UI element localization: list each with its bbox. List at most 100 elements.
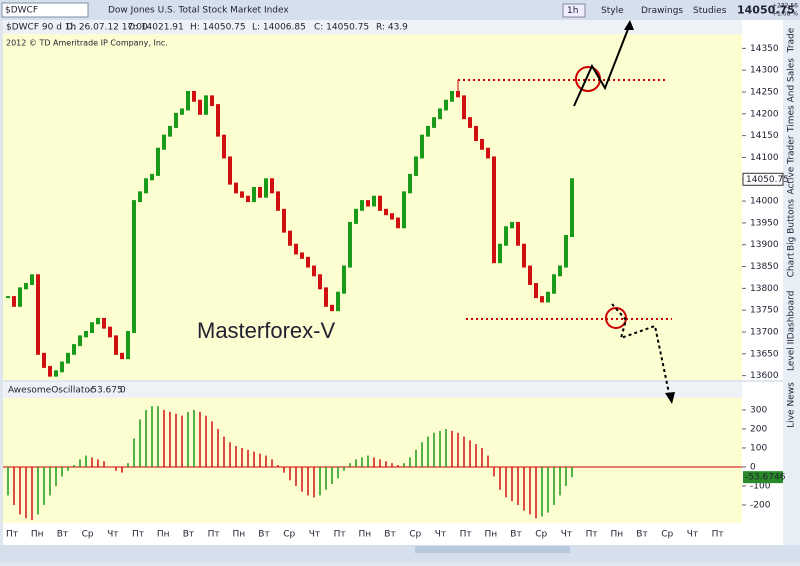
bottom-toolbar (0, 545, 800, 562)
y-tick-label: 14100 (750, 153, 779, 163)
candle (78, 335, 82, 347)
candle (396, 217, 400, 229)
candle (198, 99, 202, 115)
x-tick-label: Пт (586, 530, 598, 540)
y-tick-label: 0 (750, 462, 756, 472)
candle (138, 191, 142, 203)
candle (288, 230, 292, 246)
candle (108, 326, 112, 338)
candle (174, 112, 178, 128)
sidebar-tab[interactable]: Trade (787, 27, 797, 53)
description: Dow Jones U.S. Total Stock Market Index (108, 6, 289, 16)
x-tick-label: Ср (535, 530, 547, 540)
osc-last-box (743, 471, 783, 484)
info-item: O: 14021.91 (128, 23, 184, 33)
candle (204, 95, 208, 115)
last-price-label: 14050.75 (746, 175, 789, 185)
candle (330, 304, 334, 312)
info-item: H: 14050.75 (190, 23, 246, 33)
y-tick-label: 13950 (750, 218, 779, 228)
candle (162, 134, 166, 150)
x-tick-label: Пт (460, 530, 472, 540)
sidebar-tab[interactable]: Big Buttons (787, 199, 797, 251)
candle (462, 95, 466, 120)
x-tick-label: Вт (636, 530, 647, 540)
arrow-down (611, 303, 671, 399)
candle (12, 296, 16, 307)
watermark: Masterforex-V (197, 318, 335, 343)
osc-name: AwesomeOscillator (8, 386, 94, 396)
candle (216, 104, 220, 137)
candle (348, 221, 352, 268)
y-tick-label: 14200 (750, 109, 779, 119)
interval-btn[interactable] (562, 3, 586, 18)
y-tick-label: 13600 (750, 371, 779, 381)
y-tick-label: 100 (750, 443, 767, 453)
x-tick-label: Ср (661, 530, 673, 540)
x-tick-label: Ср (409, 530, 421, 540)
studies-btn[interactable]: Studies (693, 6, 727, 16)
symbol: $DWCF (5, 6, 38, 16)
x-tick-label: Вт (258, 530, 269, 540)
x-tick-label: Чт (435, 530, 446, 540)
candle (102, 317, 106, 329)
candle (180, 108, 184, 115)
candle (342, 265, 346, 294)
sidebar-tab[interactable]: Chart (787, 252, 797, 277)
candle (66, 352, 70, 364)
info-item: R: 43.9 (376, 23, 408, 33)
circle (605, 307, 627, 329)
toolbar (0, 0, 800, 20)
candle (72, 344, 76, 355)
sidebar-tab[interactable]: Dashboard (787, 291, 797, 340)
candle (498, 243, 502, 264)
candle (36, 274, 40, 355)
y-tick-label: 200 (750, 424, 767, 434)
candle (276, 191, 280, 211)
y-tick-label: 14250 (750, 88, 779, 98)
x-tick-label: Пт (6, 530, 18, 540)
candle (282, 208, 286, 233)
sidebar-tab[interactable]: Active Trader (787, 135, 797, 194)
candle (306, 256, 310, 268)
candle (222, 134, 226, 159)
candle (492, 156, 496, 264)
drawings-btn[interactable]: Drawings (641, 6, 683, 16)
info-item: D: 26.07.12 17:00 (66, 23, 148, 33)
osc-value: -53.675 (88, 386, 123, 396)
x-tick-label: Пн (232, 530, 245, 540)
sidebar-tab[interactable]: Times And Sales (787, 58, 797, 133)
sidebar (783, 20, 800, 545)
y-tick-label: 14000 (750, 197, 779, 207)
sidebar-tab[interactable]: Level II (787, 339, 797, 371)
osc-bar (3, 382, 742, 398)
x-tick-label: Пт (712, 530, 724, 540)
x-tick-label: Чт (561, 530, 572, 540)
candle (60, 361, 64, 373)
candle (324, 287, 328, 307)
y-tick-label: 14300 (750, 66, 779, 76)
x-tick-label: Пн (484, 530, 497, 540)
change-pct: +1.68 % (772, 11, 798, 18)
x-tick-label: Ср (82, 530, 94, 540)
candle (132, 200, 136, 333)
candle (354, 208, 358, 224)
x-tick-label: Вт (183, 530, 194, 540)
candle (210, 95, 214, 107)
interval: 1h (567, 6, 578, 16)
sidebar-tab[interactable]: Live News (787, 382, 797, 428)
candle (300, 252, 304, 259)
candle (480, 139, 484, 150)
candle (312, 265, 316, 277)
scrollbar[interactable] (415, 546, 570, 553)
candle (360, 200, 364, 211)
symbol-box[interactable] (1, 2, 89, 18)
candle (456, 91, 460, 98)
candle (438, 108, 442, 120)
candle (564, 235, 568, 268)
candle (42, 352, 46, 368)
x-axis (3, 523, 783, 545)
candle (366, 200, 370, 207)
style-btn[interactable]: Style (601, 6, 624, 16)
